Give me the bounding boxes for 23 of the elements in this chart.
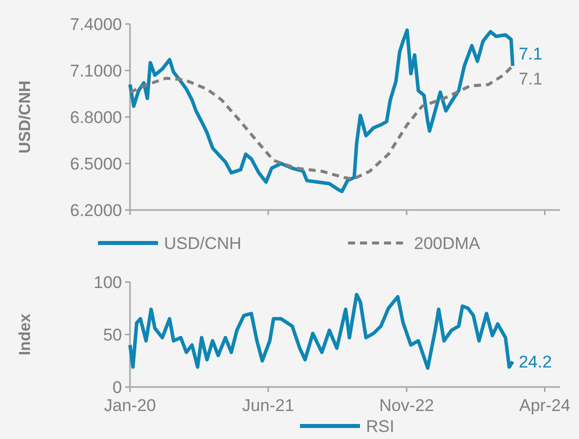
- line-series: [128, 28, 514, 194]
- annotation: 24.2: [518, 352, 552, 372]
- y-tick-label: 6.5000: [70, 154, 122, 174]
- legend-label: USD/CNH: [164, 234, 242, 253]
- y-tick-label: 50: [103, 325, 122, 344]
- y-axis-title: Index: [17, 314, 34, 356]
- x-tick-label: Jun-21: [242, 396, 294, 415]
- line-series: [128, 64, 514, 180]
- y-tick-label: 6.2000: [70, 200, 122, 220]
- annotation: 7.1: [518, 44, 542, 64]
- y-tick-label: 6.8000: [70, 108, 122, 127]
- annotation: 7.1: [518, 69, 542, 88]
- line-series: [128, 292, 514, 370]
- y-tick-label: 0: [112, 378, 122, 397]
- y-tick-label: 100: [94, 272, 122, 292]
- legend-label: 200DMA: [414, 234, 481, 253]
- y-tick-label: 7.4000: [70, 14, 122, 34]
- y-axis-title: USD/CNH: [17, 80, 34, 154]
- x-tick-label: Jan-20: [104, 396, 156, 415]
- x-tick-label: Apr-24: [519, 396, 570, 415]
- legend-label: RSI: [366, 416, 394, 436]
- y-tick-label: 7.1000: [70, 61, 122, 80]
- x-tick-label: Nov-22: [379, 396, 434, 415]
